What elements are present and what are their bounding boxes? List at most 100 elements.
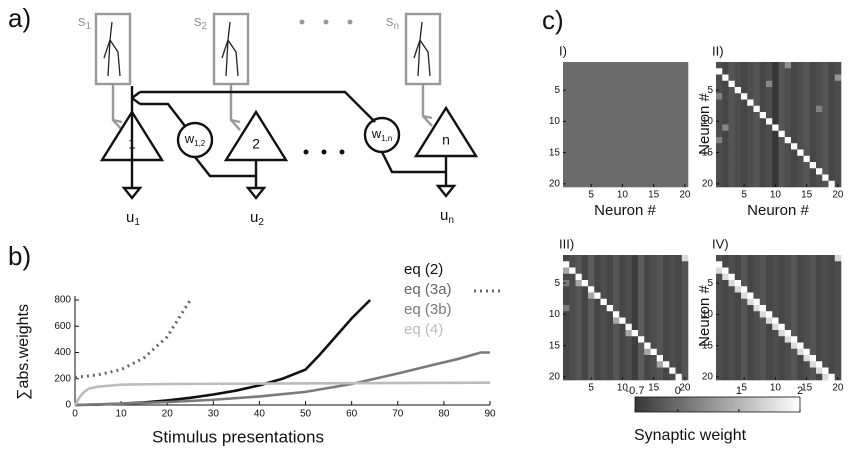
heatmap-cell (563, 155, 570, 163)
heatmap-cell (828, 74, 836, 82)
heatmap-cell (778, 323, 786, 331)
heatmap-cell (784, 118, 792, 125)
heatmap-cell (575, 87, 583, 94)
heatmap-cell (575, 143, 583, 150)
heatmap-cell (606, 130, 614, 138)
heatmap-cell (656, 286, 664, 293)
heatmap-cell (766, 74, 773, 82)
output-name: u (250, 209, 258, 226)
heatmap-cell (809, 118, 817, 125)
heatmap-cell (772, 267, 779, 275)
heatmap-cell (663, 361, 670, 368)
heatmap-cell (588, 273, 595, 281)
heatmap-cell (834, 168, 842, 175)
heatmap-cell (784, 80, 792, 88)
heatmap-cell (606, 99, 614, 107)
heatmap-cell (809, 68, 817, 75)
heatmap-cell (722, 143, 729, 150)
heatmap-cell (581, 305, 589, 312)
heatmap-cell (822, 255, 829, 262)
heatmap-cell (588, 155, 595, 163)
heatmap-cell (650, 355, 658, 362)
heatmap-cell (644, 323, 651, 331)
colorbar-segment (742, 397, 746, 412)
heatmap-cell (581, 180, 589, 188)
heatmap-cell (741, 267, 748, 275)
heatmap-cell (669, 355, 676, 362)
heatmap-cell (759, 255, 767, 262)
heatmap-cell (669, 162, 676, 169)
heatmap-cell (753, 162, 761, 169)
heatmap-cell (809, 137, 817, 144)
heatmap-cell (606, 112, 614, 119)
heatmap-cell (747, 330, 754, 337)
heatmap-cell (772, 87, 779, 94)
heatmap-cell (766, 62, 773, 69)
heatmap-cell (588, 336, 595, 343)
heatmap-cell (631, 143, 639, 150)
heatmap-cell (588, 280, 595, 287)
heatmap-cell (778, 155, 786, 163)
heatmap-cell (638, 130, 645, 138)
heatmap-cell (663, 311, 670, 318)
output-name: u (440, 207, 448, 224)
heatmap-cell (747, 62, 754, 69)
y-axis-label: Neuron # (696, 284, 713, 346)
heatmap-cell (625, 124, 633, 132)
heatmap-cell (741, 317, 748, 325)
heatmap-cell (716, 174, 723, 182)
panel-label: II) (712, 43, 724, 58)
heatmap-cell (734, 261, 742, 268)
heatmap-cell (656, 305, 664, 312)
heatmap-cell (569, 149, 576, 157)
heatmap-cell (681, 330, 689, 337)
heatmap-cell (669, 105, 676, 113)
heatmap-cell (728, 93, 736, 100)
heatmap-cell (563, 168, 570, 175)
heatmap-cell (625, 261, 633, 268)
heatmap-cell (822, 168, 829, 175)
heatmap-cell (809, 255, 817, 262)
colorbar-segment (706, 397, 710, 412)
heatmap-cell (741, 162, 748, 169)
heatmap-cell (797, 348, 804, 356)
heatmap-cell (594, 118, 601, 125)
heatmap-cell (791, 261, 798, 268)
heatmap-cell (613, 105, 620, 113)
heatmap-cell (606, 62, 614, 69)
heatmap-cell (619, 62, 626, 69)
heatmap-cell (663, 155, 670, 163)
heatmap-cell (772, 162, 779, 169)
heatmap-cell (563, 93, 570, 100)
heatmap-cell (594, 286, 601, 293)
heatmap-cell (563, 311, 570, 318)
heatmap-cell (631, 174, 639, 182)
heatmap-cell (834, 155, 842, 163)
heatmap-cell (784, 305, 792, 312)
heatmap-cell (588, 68, 595, 75)
heatmap-cell (594, 342, 601, 350)
heatmap-cell (809, 149, 817, 157)
y-tick-label: 10 (702, 309, 714, 320)
heatmap-cell (766, 68, 773, 75)
x-tick-label: 5 (588, 383, 594, 394)
x-tick-label: 15 (801, 383, 813, 394)
heatmap-cell (575, 168, 583, 175)
heatmap-cell (809, 87, 817, 94)
heatmap-cell (772, 124, 779, 132)
x-tick-label: 80 (438, 409, 450, 420)
heatmap-cell (797, 93, 804, 100)
heatmap-cell (797, 155, 804, 163)
heatmap-cell (631, 255, 639, 262)
heatmap-cell (747, 68, 754, 75)
heatmap-cell (631, 348, 639, 356)
heatmap-cell (778, 367, 786, 375)
heatmap-cell (681, 80, 689, 88)
heatmap-cell (834, 367, 842, 375)
heatmap-cell (728, 336, 736, 343)
heatmap-cell (606, 361, 614, 368)
heatmap-cell (656, 155, 664, 163)
x-tick-label: 20 (679, 383, 691, 394)
heatmap-cell (828, 336, 836, 343)
heatmap-cell (734, 80, 742, 88)
